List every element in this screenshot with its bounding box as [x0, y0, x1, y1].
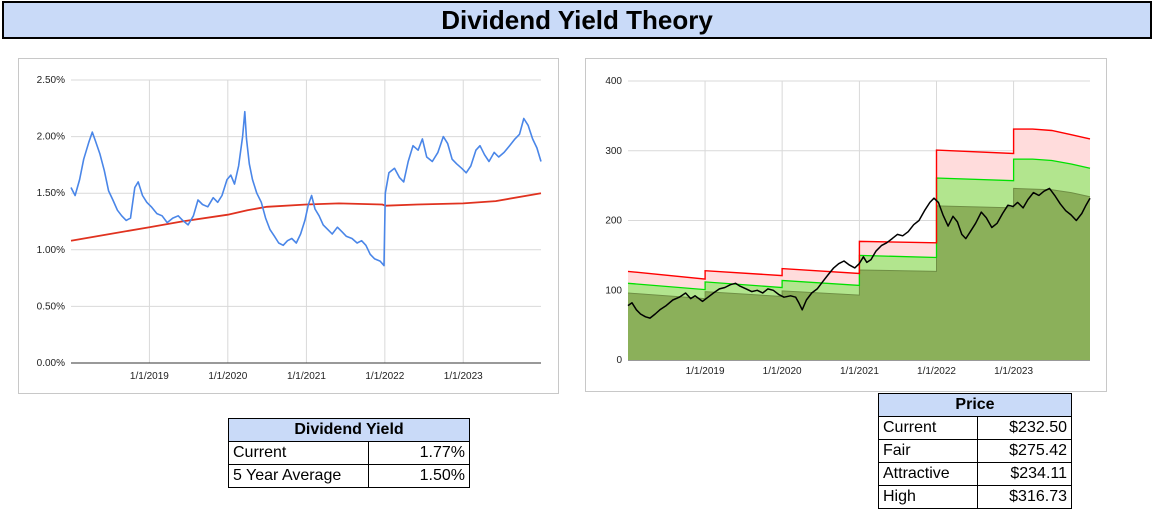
table-row: Current 1.77% [228, 441, 470, 465]
x-tick-label: 1/1/2020 [208, 371, 247, 382]
fair-band-area [628, 159, 1090, 299]
x-tick-label: 1/1/2023 [994, 366, 1033, 377]
high-band-area [628, 129, 1090, 290]
fair-price-label: Fair [878, 439, 978, 463]
average-yield-value: 1.50% [368, 464, 470, 488]
current-yield-label: Current [228, 441, 369, 465]
current-price-label: Current [878, 416, 978, 440]
high-price-value: $316.73 [977, 485, 1072, 509]
page-title: Dividend Yield Theory [441, 4, 713, 35]
y-tick-label: 2.50% [37, 75, 65, 86]
high-value-line [627, 128, 1091, 280]
x-tick-label: 1/1/2019 [130, 371, 169, 382]
table-row: High $316.73 [878, 485, 1072, 509]
price-band-chart: 0 100 200 300 400 1/1/2019 1/1/2020 1/1/2021 1/1… [585, 58, 1107, 392]
dividend-yield-chart: 0.00% 0.50% 1.00% 1.50% 2.00% 2.50% 1/1/2019 1/… [18, 58, 559, 394]
x-tick-label: 1/1/2019 [686, 366, 725, 377]
table-row: Fair $275.42 [878, 439, 1072, 463]
price-table: Price Current $232.50 Fair $275.42 Attra… [878, 393, 1072, 509]
y-tick-label: 1.50% [37, 188, 65, 199]
current-yield-value: 1.77% [368, 441, 470, 465]
y-tick-label: 1.00% [37, 245, 65, 256]
title-banner: Dividend Yield Theory [2, 1, 1152, 39]
y-tick-label: 300 [605, 146, 622, 157]
attractive-price-value: $234.11 [977, 462, 1072, 486]
dividend-yield-chart-svg: 0.00% 0.50% 1.00% 1.50% 2.00% 2.50% 1/1/2019 1/… [37, 75, 542, 382]
table-row: Current $232.50 [878, 416, 1072, 440]
x-tick-label: 1/1/2021 [840, 366, 879, 377]
dividend-yield-header: Dividend Yield [228, 418, 470, 442]
price-band-chart-svg: 0 100 200 300 400 1/1/2019 1/1/2020 1/1/2021 1/1… [605, 76, 1091, 377]
y-tick-label: 0.50% [37, 301, 65, 312]
price-header: Price [878, 393, 1072, 417]
x-tick-label: 1/1/2022 [365, 371, 404, 382]
dividend-yield-line [70, 110, 542, 267]
x-tick-label: 1/1/2021 [287, 371, 326, 382]
price-line [627, 187, 1091, 319]
y-tick-label: 200 [605, 216, 622, 227]
y-tick-label: 100 [605, 285, 622, 296]
five-year-average-line [70, 192, 542, 242]
attractive-price-label: Attractive [878, 462, 978, 486]
table-header-row: Price [878, 393, 1072, 417]
high-price-label: High [878, 485, 978, 509]
current-price-value: $232.50 [977, 416, 1072, 440]
fair-value-line [627, 158, 1091, 291]
table-row: 5 Year Average 1.50% [228, 464, 470, 488]
y-tick-label: 0.00% [37, 358, 65, 369]
attractive-area [628, 188, 1090, 360]
x-tick-label: 1/1/2023 [444, 371, 483, 382]
x-tick-label: 1/1/2022 [917, 366, 956, 377]
dividend-yield-table: Dividend Yield Current 1.77% 5 Year Aver… [228, 418, 470, 488]
table-row: Attractive $234.11 [878, 462, 1072, 486]
y-tick-label: 400 [605, 76, 622, 87]
table-header-row: Dividend Yield [228, 418, 470, 442]
y-tick-label: 2.00% [37, 132, 65, 143]
x-tick-label: 1/1/2020 [763, 366, 802, 377]
y-tick-label: 0 [616, 355, 622, 366]
average-yield-label: 5 Year Average [228, 464, 369, 488]
attractive-line [627, 187, 1091, 300]
fair-price-value: $275.42 [977, 439, 1072, 463]
